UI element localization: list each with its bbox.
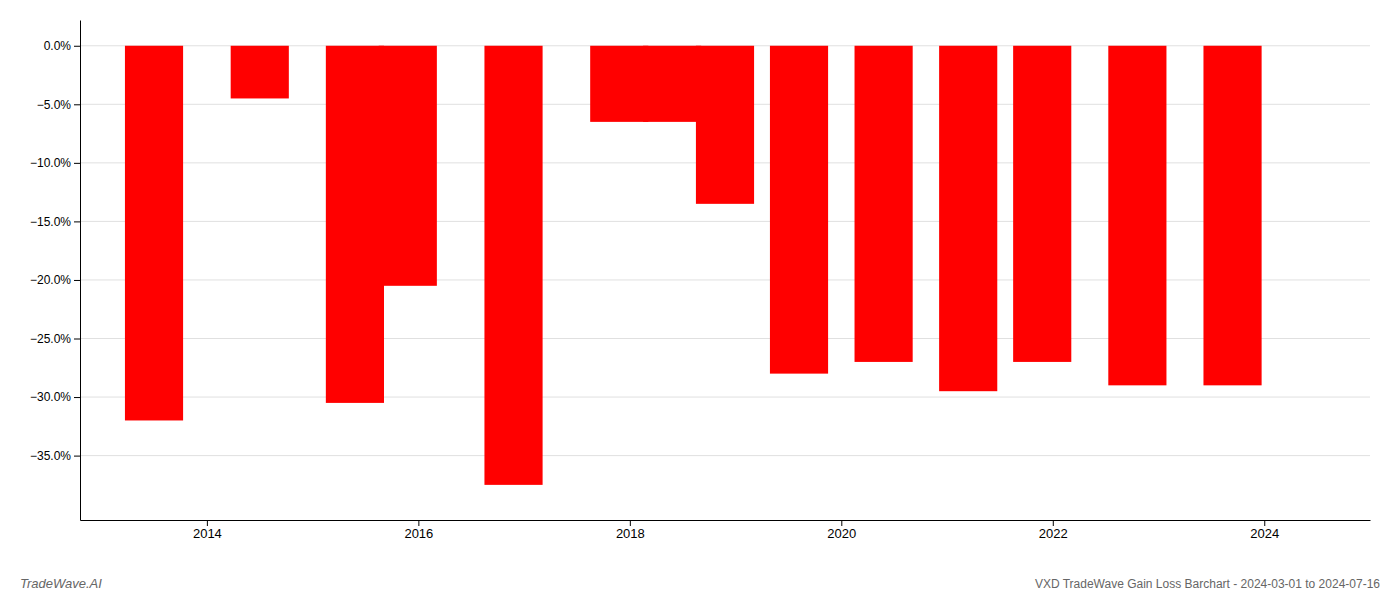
x-tick: 2020 xyxy=(827,520,856,541)
bar xyxy=(125,46,183,421)
grid xyxy=(80,46,1370,456)
x-tick: 2018 xyxy=(616,520,645,541)
bar xyxy=(770,46,828,374)
x-tick-mark xyxy=(841,520,842,526)
y-tick: −35.0% xyxy=(30,449,80,463)
grid-line xyxy=(80,338,1370,339)
y-axis: 0.0% −5.0% −10.0% −15.0% −20.0% −25.0% −30.0% −… xyxy=(30,21,81,521)
y-tick-mark xyxy=(74,397,80,398)
chart: 0.0% −5.0% −10.0% −15.0% −20.0% −25.0% −30.0% −… xyxy=(0,0,1400,600)
x-tick-mark xyxy=(630,520,631,526)
x-tick-mark xyxy=(1264,520,1265,526)
bar xyxy=(590,46,648,122)
y-tick-label: −20.0% xyxy=(30,273,71,287)
bar xyxy=(939,46,997,391)
y-tick-label: −10.0% xyxy=(30,156,71,170)
y-tick: −10.0% xyxy=(30,156,80,170)
bar xyxy=(855,46,913,362)
x-tick-mark xyxy=(207,520,208,526)
watermark: TradeWave.AI xyxy=(20,576,102,591)
x-tick-label: 2022 xyxy=(1039,526,1068,541)
x-tick-mark xyxy=(1053,520,1054,526)
y-tick-label: −35.0% xyxy=(30,449,71,463)
x-tick-label: 2014 xyxy=(193,526,222,541)
x-tick: 2016 xyxy=(404,520,433,541)
x-tick-mark xyxy=(418,520,419,526)
y-tick-mark xyxy=(74,280,80,281)
plot: 0.0% −5.0% −10.0% −15.0% −20.0% −25.0% −30.0% −… xyxy=(30,21,1371,542)
y-tick-mark xyxy=(74,46,80,47)
x-tick-label: 2018 xyxy=(616,526,645,541)
x-tick: 2014 xyxy=(193,520,222,541)
y-tick: −5.0% xyxy=(37,98,80,112)
y-tick-label: −30.0% xyxy=(30,390,71,404)
grid-line xyxy=(80,279,1370,280)
y-tick-label: −15.0% xyxy=(30,215,71,229)
bar xyxy=(326,46,384,403)
bar xyxy=(1013,46,1071,362)
bar xyxy=(379,46,437,286)
y-tick-mark xyxy=(74,163,80,164)
y-tick: −15.0% xyxy=(30,215,80,229)
y-tick: −30.0% xyxy=(30,390,80,404)
y-tick: −20.0% xyxy=(30,273,80,287)
y-tick-label: −25.0% xyxy=(30,332,71,346)
grid-line xyxy=(80,455,1370,456)
grid-line xyxy=(80,221,1370,222)
y-tick-label: −5.0% xyxy=(37,98,72,112)
bar xyxy=(696,46,754,204)
y-tick-mark xyxy=(74,456,80,457)
grid-line xyxy=(80,397,1370,398)
x-axis-line xyxy=(81,520,1371,521)
y-tick-mark xyxy=(74,221,80,222)
x-axis: 2014 2016 2018 2020 2022 2024 xyxy=(81,520,1371,541)
y-tick-label: 0.0% xyxy=(44,39,72,53)
x-tick: 2024 xyxy=(1250,520,1279,541)
y-tick-mark xyxy=(74,104,80,105)
bars xyxy=(125,46,1262,485)
x-tick-label: 2024 xyxy=(1250,526,1279,541)
x-tick: 2022 xyxy=(1039,520,1068,541)
bar xyxy=(231,46,289,99)
title: VXD TradeWave Gain Loss Barchart - 2024-… xyxy=(1035,577,1380,591)
bar xyxy=(484,46,542,485)
y-axis-line xyxy=(80,21,81,521)
bar xyxy=(1108,46,1166,386)
y-tick-mark xyxy=(74,339,80,340)
y-tick: 0.0% xyxy=(44,39,80,53)
bar xyxy=(1203,46,1261,386)
y-tick: −25.0% xyxy=(30,332,80,346)
bar xyxy=(643,46,701,122)
x-tick-label: 2016 xyxy=(404,526,433,541)
x-tick-label: 2020 xyxy=(827,526,856,541)
